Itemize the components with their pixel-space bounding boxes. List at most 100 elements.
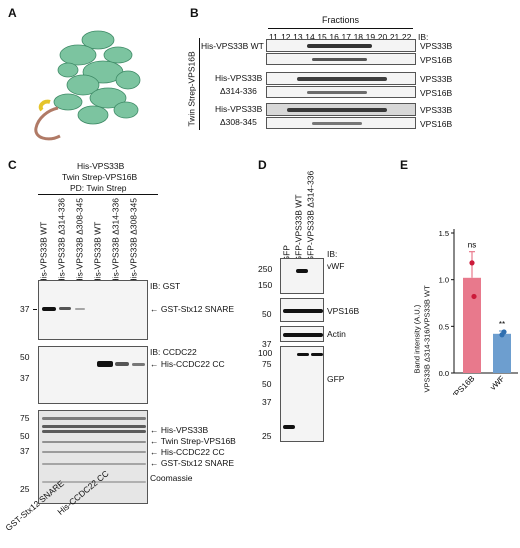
panel-label-e: E <box>400 158 409 172</box>
d-vps16b-marker: 50 <box>262 309 272 319</box>
e-point-VPS16B-1 <box>471 293 477 300</box>
blot-b-row1-top <box>266 39 416 52</box>
c-lane-1: His-VPS33B WT <box>38 221 49 285</box>
ib-b-row2-top: VPS33B <box>420 74 453 84</box>
e-point-vWF-1 <box>501 329 507 335</box>
fraction-14: 14 <box>305 32 315 42</box>
construct-row2-l1: His-VPS33B <box>215 73 263 83</box>
construct-row3-l1: His-VPS33B <box>215 104 263 114</box>
construct-row3-l2: Δ308-345 <box>220 117 257 127</box>
d-gfp-label: GFP <box>327 374 345 384</box>
c-blot3-label-2: ← Twin Strep-VPS16B <box>150 436 236 446</box>
c-header-1: His-VPS33B <box>77 161 125 171</box>
fraction-12: 12 <box>281 32 291 42</box>
side-label-b: Twin Strep-VPS16B <box>186 51 197 127</box>
d-vwf-marker-150: 150 <box>258 280 273 290</box>
blot-d-vps16b <box>280 298 324 322</box>
c-blot3-label-1-text: His-VPS33B <box>160 425 209 435</box>
blot-d-actin <box>280 326 324 342</box>
e-ytick-label-3: 1.5 <box>439 229 449 238</box>
e-ylabel-2: VPS33B Δ314-316/VPS33B WT <box>422 285 432 393</box>
d-ib-label: IB: <box>327 249 338 259</box>
c-header-line <box>38 194 158 195</box>
blot-c-coomassie <box>38 410 148 504</box>
d-gfp-marker-50: 50 <box>262 379 272 389</box>
ib-label-b: IB: <box>418 32 429 42</box>
c-blot3-label-1: ← His-VPS33B <box>150 425 209 435</box>
c-blot1-arrow-label: ← GST-Stx12 SNARE <box>150 304 235 314</box>
ib-b-row1-top: VPS33B <box>420 41 453 51</box>
d-gfp-marker-75: 75 <box>262 359 272 369</box>
fraction-22: 22 <box>401 32 412 42</box>
ib-b-row3-bottom: VPS16B <box>420 119 453 129</box>
d-actin-label: Actin <box>327 329 346 339</box>
d-actin-marker: 37 <box>262 339 272 349</box>
fractions-line <box>268 28 413 29</box>
c-blot3-marker-50: 50 <box>20 431 30 441</box>
d-vwf-marker-250: 250 <box>258 264 273 274</box>
e-ylabel-1: Band intensity (A.U.) <box>412 304 422 374</box>
blot-d-gfp <box>280 346 324 442</box>
c-lane-3: His-VPS33B Δ308-345 <box>74 198 85 285</box>
e-ytick-label-0: 0.0 <box>439 369 449 378</box>
c-blot3-label-3-text: His-CCDC22 CC <box>160 447 225 457</box>
ib-b-row1-bottom: VPS16B <box>420 55 453 65</box>
construct-row1: His-VPS33B WT <box>201 41 264 51</box>
c-blot1-arrow-text: GST-Stx12 SNARE <box>160 304 235 314</box>
d-gfp-marker-25: 25 <box>262 431 272 441</box>
d-lane-3: GFP-VPS33B Δ314-336 <box>305 170 316 263</box>
d-gfp-marker-100: 100 <box>258 348 273 358</box>
fraction-20: 20 <box>377 32 388 42</box>
blot-b-row3-top <box>266 103 416 116</box>
fraction-numbers: 11 12 13 14 15 16 17 18 19 20 21 22 <box>268 33 413 43</box>
c-blot3-label-2-text: Twin Strep-VPS16B <box>160 436 236 446</box>
c-blot2-ib: IB: CCDC22 <box>150 347 197 357</box>
c-lane-5: His-VPS33B Δ314-336 <box>110 198 121 285</box>
e-bar-VPS16B <box>463 277 481 373</box>
c-blot2-arrow-label: ← His-CCDC22 CC <box>150 359 225 369</box>
e-xlabel-VPS16B: VPS16B <box>449 374 477 395</box>
c-blot2-marker-50: 50 <box>20 352 30 362</box>
c-blot3-stain: Coomassie <box>150 473 193 483</box>
c-lane-6: His-VPS33B Δ308-345 <box>128 198 139 285</box>
side-bracket-b <box>199 38 200 130</box>
protein-structure-image <box>34 30 141 141</box>
c-blot3-label-3: ← His-CCDC22 CC <box>150 447 225 457</box>
d-lane-2: GFP-VPS33B WT <box>293 194 304 263</box>
construct-row2-l2: Δ314-336 <box>220 86 257 96</box>
fractions-title: Fractions <box>322 15 360 25</box>
c-blot3-marker-75: 75 <box>20 413 30 423</box>
bar-chart-e: 0.0 0.5 1.0 1.5 ns VPS16B ** vWF <box>439 229 518 395</box>
c-header-3: PD: Twin Strep <box>70 183 127 193</box>
blot-c-gst <box>38 280 148 340</box>
panel-label-d: D <box>258 158 267 172</box>
e-point-VPS16B-0 <box>469 260 475 266</box>
c-blot3-label-4: ← GST-Stx12 SNARE <box>150 458 235 468</box>
fraction-21: 21 <box>389 32 400 42</box>
c-group-label-1: GST-Stx12 SNARE <box>3 478 66 533</box>
blot-c-ccdc22 <box>38 346 148 404</box>
ib-b-row3-top: VPS33B <box>420 105 453 115</box>
c-blot3-label-4-text: GST-Stx12 SNARE <box>160 458 235 468</box>
fraction-15: 15 <box>317 32 327 42</box>
panel-label-b: B <box>190 6 199 20</box>
c-lane-2: His-VPS33B Δ314-336 <box>56 198 67 285</box>
fraction-11: 11 <box>269 32 278 42</box>
fraction-19: 19 <box>365 32 376 42</box>
blot-b-row2-bottom <box>266 86 416 98</box>
blot-b-row3-bottom <box>266 117 416 129</box>
c-blot1-tick <box>33 309 37 310</box>
fraction-16: 16 <box>329 32 339 42</box>
e-xlabel-vWF: vWF <box>488 374 506 392</box>
c-header-2: Twin Strep-VPS16B <box>62 172 138 182</box>
c-lane-4: His-VPS33B WT <box>92 221 103 285</box>
fraction-17: 17 <box>341 32 351 42</box>
d-gfp-marker-37: 37 <box>262 397 272 407</box>
ib-b-row2-bottom: VPS16B <box>420 88 453 98</box>
blot-d-vwf <box>280 258 324 294</box>
fraction-13: 13 <box>293 32 303 42</box>
c-blot3-marker-25: 25 <box>20 484 30 494</box>
c-blot2-marker-37: 37 <box>20 373 30 383</box>
e-bar-vWF <box>493 333 511 373</box>
d-vps16b-label: VPS16B <box>327 306 360 316</box>
